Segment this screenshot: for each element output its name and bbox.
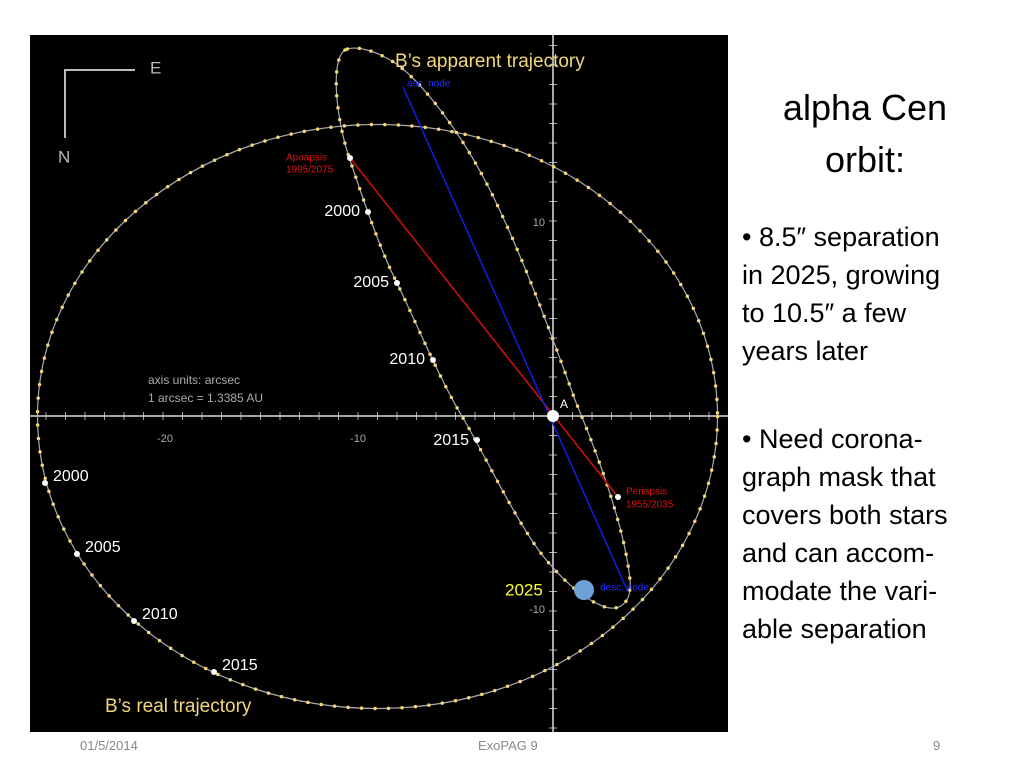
bullet-line: to 10.5″ a few bbox=[742, 298, 907, 328]
bullet-line: and can accom- bbox=[742, 538, 935, 568]
periapsis-dates: 1955/2035 bbox=[626, 500, 674, 511]
footer-event: ExoPAG 9 bbox=[478, 738, 538, 753]
year-point bbox=[42, 480, 48, 486]
year-point bbox=[211, 669, 217, 675]
footer-page: 9 bbox=[933, 738, 941, 753]
real-orbit-dots bbox=[35, 122, 720, 711]
year-label: 2005 bbox=[353, 274, 389, 291]
bullet: Need corona-graph mask that covers both s… bbox=[742, 420, 948, 648]
bullet-line: years later bbox=[742, 336, 869, 366]
apparent-orbit-dots bbox=[334, 46, 632, 610]
apoapsis-label: Apoapsis bbox=[286, 153, 327, 164]
year-label: 2015 bbox=[222, 657, 258, 674]
current-year: 2025 bbox=[505, 580, 543, 599]
year-point bbox=[474, 437, 480, 443]
year-label: 2005 bbox=[85, 539, 121, 556]
bullet-line: able separation bbox=[742, 614, 927, 644]
year-point bbox=[394, 280, 400, 286]
bullet: 8.5″ separation in 2025, growing to 10.5″ … bbox=[742, 218, 940, 370]
star-a-label: A bbox=[560, 397, 568, 411]
y-tick-label: -10 bbox=[529, 604, 545, 616]
node-line bbox=[402, 86, 629, 593]
bullet-line: 8.5″ separation bbox=[742, 218, 940, 256]
year-label: 2010 bbox=[142, 606, 178, 623]
year-label: 2000 bbox=[53, 468, 89, 485]
periapsis-label: Periapsis bbox=[626, 487, 667, 498]
year-point bbox=[365, 209, 371, 215]
year-point bbox=[131, 618, 137, 624]
bullet-line: graph mask that bbox=[742, 462, 936, 492]
apoapsis-point bbox=[347, 155, 353, 161]
apparent-title: B’s apparent trajectory bbox=[395, 51, 585, 72]
compass-north: N bbox=[58, 147, 70, 166]
x-tick-label: -10 bbox=[350, 433, 366, 445]
orbit-diagram: E N B’s apparent trajectory asc. node Ap… bbox=[30, 35, 728, 732]
bullet-line: covers both stars bbox=[742, 500, 948, 530]
background bbox=[30, 35, 728, 732]
bullet-line: modate the vari- bbox=[742, 576, 938, 606]
real-title: B’s real trajectory bbox=[105, 696, 252, 717]
real-years: 2000 2005 2010 2015 bbox=[42, 468, 258, 675]
star-a bbox=[547, 410, 559, 422]
axis-note: 1 arcsec = 1.3385 AU bbox=[148, 391, 263, 405]
apoapsis-dates: 1995/2075 bbox=[286, 165, 334, 176]
x-tick-label: -20 bbox=[157, 433, 173, 445]
compass bbox=[64, 69, 135, 138]
desc-node-label: desc. node bbox=[600, 583, 649, 594]
apparent-years: 2000 2005 2010 2015 bbox=[324, 203, 480, 449]
slide-title: alpha Cen orbit: bbox=[782, 87, 948, 180]
star-b-2025 bbox=[574, 580, 594, 600]
bullet-line: in 2025, growing bbox=[742, 260, 941, 290]
axis-note: axis units: arcsec bbox=[148, 373, 240, 387]
footer-date: 01/5/2014 bbox=[80, 738, 138, 753]
compass-east: E bbox=[150, 58, 161, 77]
periapsis-point bbox=[615, 494, 621, 500]
year-label: 2010 bbox=[389, 351, 425, 368]
bullet-line: Need corona- bbox=[742, 420, 948, 458]
year-point bbox=[74, 551, 80, 557]
y-tick-label: 10 bbox=[533, 217, 545, 229]
asc-node-label: asc. node bbox=[407, 79, 451, 90]
year-label: 2015 bbox=[433, 432, 469, 449]
year-label: 2000 bbox=[324, 203, 360, 220]
apsides-line bbox=[349, 157, 619, 498]
year-point bbox=[430, 357, 436, 363]
